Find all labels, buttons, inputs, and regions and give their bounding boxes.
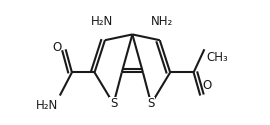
Text: S: S [147,97,155,110]
Text: S: S [110,97,117,110]
Text: H₂N: H₂N [91,15,114,28]
Text: O: O [52,41,62,54]
Text: O: O [202,79,211,92]
Text: H₂N: H₂N [36,99,58,112]
Text: CH₃: CH₃ [206,51,228,64]
Text: NH₂: NH₂ [151,15,173,28]
